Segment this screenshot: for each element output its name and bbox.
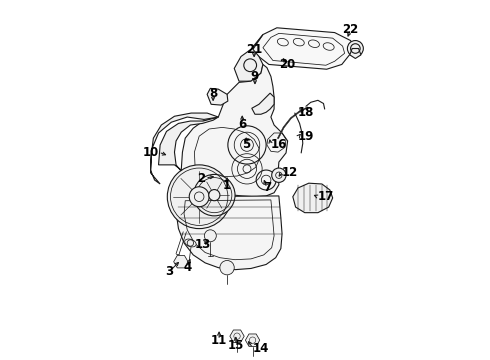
Text: 6: 6 [238, 118, 246, 131]
Circle shape [204, 230, 216, 242]
Text: 22: 22 [343, 23, 359, 36]
Text: 2: 2 [197, 171, 205, 185]
Polygon shape [245, 334, 260, 346]
Circle shape [189, 187, 209, 207]
Polygon shape [173, 256, 188, 268]
Ellipse shape [185, 239, 196, 247]
Text: 10: 10 [142, 145, 159, 159]
Text: 20: 20 [279, 58, 296, 71]
Text: 17: 17 [318, 190, 334, 203]
Text: 4: 4 [183, 261, 192, 274]
Text: 19: 19 [298, 130, 315, 144]
Text: 8: 8 [209, 87, 217, 100]
Text: 16: 16 [271, 139, 287, 152]
Circle shape [347, 41, 364, 57]
Polygon shape [176, 196, 282, 270]
Text: 12: 12 [282, 166, 298, 179]
Polygon shape [207, 88, 228, 105]
Text: 3: 3 [165, 265, 173, 278]
Text: 1: 1 [223, 180, 231, 193]
Text: 11: 11 [211, 334, 227, 347]
Circle shape [209, 190, 220, 201]
Text: 18: 18 [298, 106, 315, 119]
Circle shape [220, 261, 234, 275]
Text: 13: 13 [194, 238, 211, 251]
Polygon shape [150, 113, 219, 184]
Text: 21: 21 [246, 43, 262, 56]
Circle shape [271, 168, 286, 183]
Polygon shape [159, 117, 219, 173]
Text: 14: 14 [253, 342, 270, 355]
Text: 9: 9 [251, 70, 259, 83]
Circle shape [244, 59, 257, 72]
Polygon shape [293, 183, 333, 213]
Polygon shape [230, 330, 244, 342]
Polygon shape [252, 93, 274, 114]
Circle shape [194, 175, 235, 216]
Text: 15: 15 [228, 339, 244, 352]
Circle shape [167, 165, 231, 229]
Polygon shape [234, 35, 263, 81]
Text: 7: 7 [263, 181, 271, 194]
Polygon shape [181, 64, 288, 197]
Polygon shape [350, 49, 361, 58]
Text: 5: 5 [242, 139, 250, 152]
Polygon shape [251, 28, 355, 69]
